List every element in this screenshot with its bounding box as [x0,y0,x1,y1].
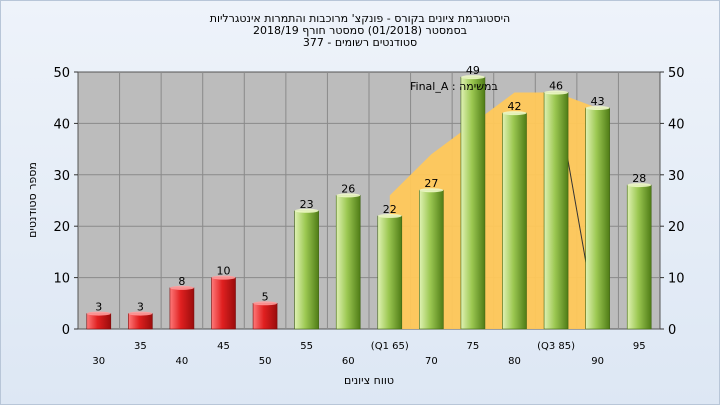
bar-cap [169,285,194,290]
y-tick-label-right: 10 [668,272,685,287]
y-tick-label-right: 30 [668,169,685,184]
bar-value-label: 28 [632,172,646,185]
x-tick-label: 60 [342,356,355,367]
bar [377,215,403,330]
bar-value-label: 10 [217,265,231,278]
x-tick-label: (Q3 85) [537,341,575,352]
bar-cap [627,183,652,188]
y-tick-label-right: 0 [668,323,676,338]
bar-cap [419,188,444,193]
x-tick-label: 45 [217,341,230,352]
y-tick-label-right: 50 [668,66,685,81]
y-tick-label-left: 50 [53,66,70,81]
bar-cap [86,311,111,316]
bar-value-label: 3 [137,301,144,314]
bar-value-label: 5 [262,290,269,303]
bar [128,313,153,330]
x-tick-label: 95 [633,341,646,352]
bar [419,189,444,330]
chart-title-line-1: היסטוגרמת ציונים בקורס - פונקצ' מרוכבות … [209,12,511,25]
x-tick-label: 30 [92,356,105,367]
x-tick-label: 80 [508,356,521,367]
bar [169,287,195,330]
x-tick-label: 90 [591,356,604,367]
bar-value-label: 46 [549,80,563,93]
x-tick-label: 35 [134,341,147,352]
bar-value-label: 3 [95,301,102,314]
y-tick-label-left: 30 [53,169,70,184]
bar-value-label: 22 [383,203,397,216]
bar [252,302,278,330]
bar-cap [336,193,361,198]
x-tick-label: 55 [300,341,313,352]
x-axis-title: טווח ציונים [344,374,394,387]
x-tick-label: (Q1 65) [371,341,409,352]
bar-value-label: 43 [591,95,605,108]
bar-cap [460,75,485,80]
x-tick-label: 40 [176,356,189,367]
bar [585,107,610,330]
x-tick-label: 75 [467,341,480,352]
bar-value-label: 49 [466,64,480,77]
bar [460,76,486,330]
y-tick-label-left: 40 [53,117,70,132]
y-tick-label-right: 20 [668,220,685,235]
bar-cap [128,311,153,316]
bar [335,195,361,330]
bar-cap [502,111,527,116]
bar [626,184,652,330]
y-tick-label-right: 40 [668,117,685,132]
annotation-text: במשימה : Final_A [410,80,498,93]
x-tick-label: 70 [425,356,438,367]
x-tick-label: 50 [259,356,272,367]
bar-cap [253,301,278,306]
data-labels: 3 3 8 10 5 23 26 22 27 49 42 46 43 28 [95,64,646,313]
chart-title-line-2: בסמסטר (01/2018) סמסטר חורף 2018/19 [253,24,467,37]
bar-cap [585,105,610,110]
y-tick-label-left: 20 [53,220,70,235]
bar [86,313,112,330]
bar-value-label: 23 [300,198,314,211]
bars [86,75,652,330]
bar-cap [544,90,569,95]
bar [543,92,569,330]
bar-value-label: 8 [178,275,185,288]
bar [294,210,319,330]
y-axis-title: מספר סטודנטים [26,162,39,238]
bar [211,277,236,330]
bar-value-label: 26 [341,182,355,195]
chart-title-line-3: סטודנטים רשומים - 377 [302,36,418,49]
y-tick-label-left: 10 [53,272,70,287]
bar-cap [211,275,236,280]
bar-cap [294,208,319,213]
y-tick-label-left: 0 [62,323,70,338]
bar-cap [377,213,402,218]
bar-value-label: 27 [424,177,438,190]
bar [502,112,527,330]
bar-value-label: 42 [508,100,522,113]
